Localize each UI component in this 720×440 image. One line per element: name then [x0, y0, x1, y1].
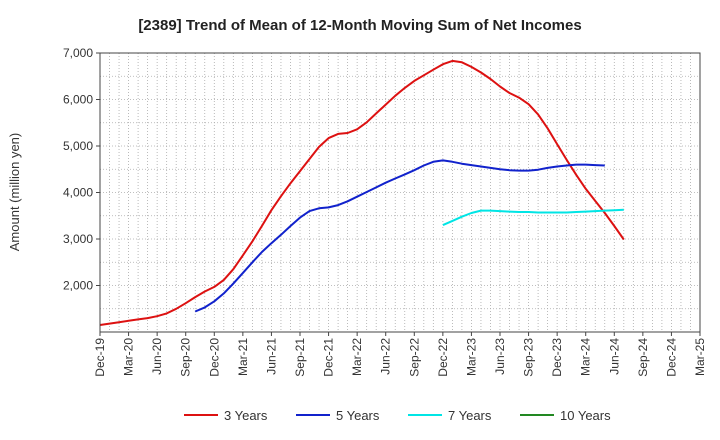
y-tick-label: 7,000 — [63, 46, 93, 60]
x-tick-label: Mar-20 — [122, 338, 136, 376]
series-line-5-years — [194, 159, 605, 313]
x-tick-label: Dec-23 — [550, 338, 564, 377]
legend-label-10-years: 10 Years — [560, 408, 611, 423]
x-tick-label: Dec-24 — [664, 338, 678, 377]
x-tick-label: Sep-20 — [179, 338, 193, 377]
x-tick-label: Jun-21 — [264, 338, 278, 375]
chart-title: [2389] Trend of Mean of 12-Month Moving … — [138, 17, 581, 34]
series-line-7-years — [442, 208, 624, 227]
x-tick-label: Mar-21 — [236, 338, 250, 376]
x-tick-label: Sep-22 — [407, 338, 421, 377]
x-tick-label: Sep-21 — [293, 338, 307, 377]
y-tick-label: 2,000 — [63, 279, 93, 293]
x-tick-label: Mar-22 — [350, 338, 364, 376]
x-tick-label: Jun-20 — [150, 338, 164, 375]
x-tick-label: Dec-22 — [436, 338, 450, 377]
legend-label-5-years: 5 Years — [336, 408, 380, 423]
y-tick-label: 3,000 — [63, 232, 93, 246]
series-layer — [99, 59, 625, 326]
y-axis-label: Amount (million yen) — [7, 133, 22, 252]
x-tick-label: Mar-24 — [579, 338, 593, 376]
y-tick-label: 5,000 — [63, 139, 93, 153]
x-axis-ticks: Dec-19 Mar-20 Jun-20 Sep-20 Dec-20 Mar-21 Jun-… — [93, 332, 707, 377]
x-tick-label: Sep-23 — [522, 338, 536, 377]
x-tick-label: Jun-24 — [607, 338, 621, 375]
y-tick-label: 6,000 — [63, 93, 93, 107]
y-tick-label: 4,000 — [63, 186, 93, 200]
legend: 3 Years 5 Years 7 Years 10 Years — [184, 408, 611, 423]
x-tick-label: Sep-24 — [636, 338, 650, 377]
legend-label-3-years: 3 Years — [224, 408, 268, 423]
x-tick-label: Dec-21 — [322, 338, 336, 377]
x-tick-label: Jun-22 — [379, 338, 393, 375]
y-axis-ticks: 2,000 3,000 4,000 5,000 6,000 7,000 — [63, 46, 100, 293]
x-tick-label: Mar-23 — [464, 338, 478, 376]
series-line-3-years — [99, 59, 625, 326]
legend-label-7-years: 7 Years — [448, 408, 492, 423]
x-tick-label: Jun-23 — [493, 338, 507, 375]
x-tick-label: Mar-25 — [693, 338, 707, 376]
x-tick-label: Dec-19 — [93, 338, 107, 377]
x-tick-label: Dec-20 — [207, 338, 221, 377]
